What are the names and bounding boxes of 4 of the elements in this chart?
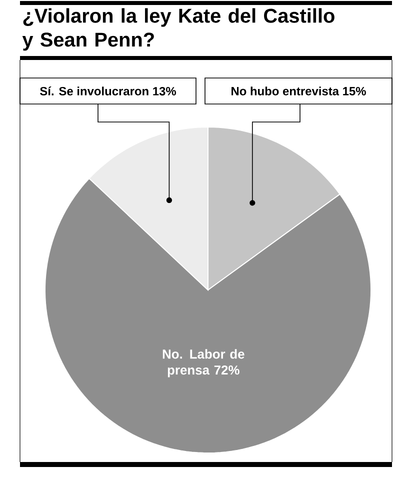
slice-label: No. Labor de prensa 72% (162, 349, 244, 378)
slice-label: Sí. Se involucraron 13% (40, 86, 176, 96)
chart-title: ¿Violaron la ley Kate del Castillo y Sean Penn? (22, 8, 334, 51)
slice-label: No hubo entrevista 15% (232, 86, 366, 96)
